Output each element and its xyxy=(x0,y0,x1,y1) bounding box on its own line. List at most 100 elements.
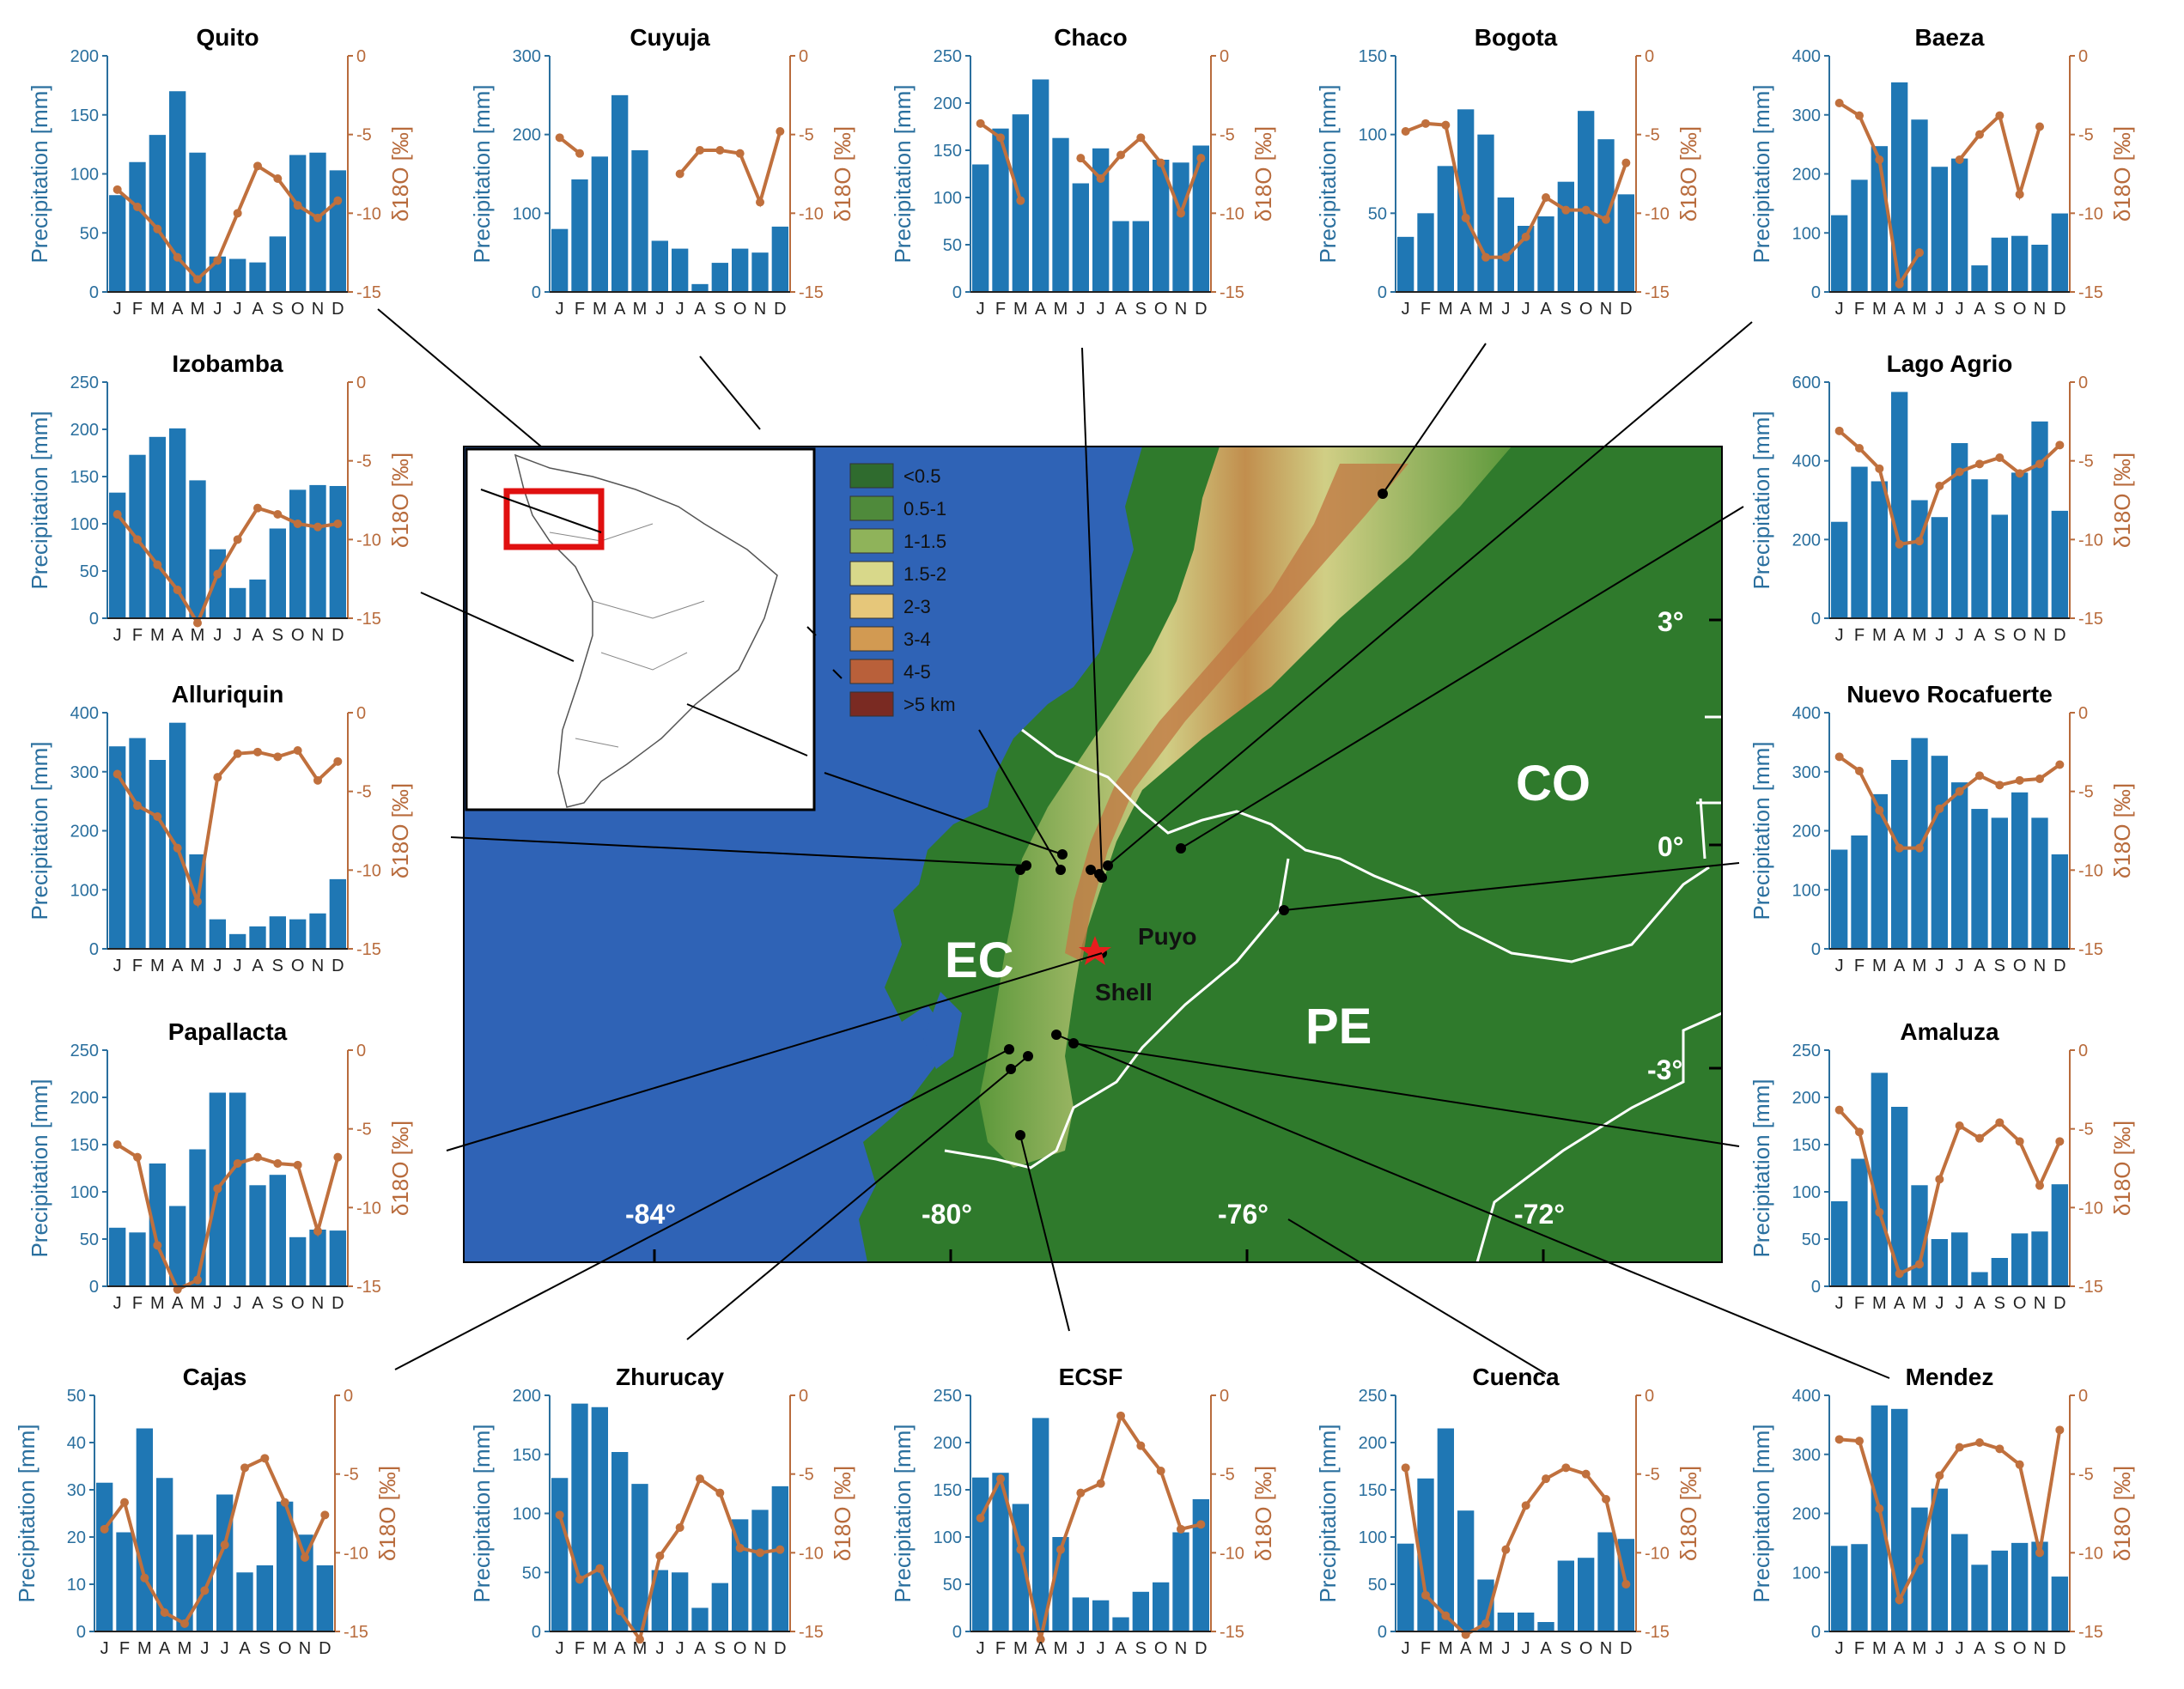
precip-bar xyxy=(1578,111,1595,292)
precip-bar xyxy=(169,428,186,618)
month-label: M xyxy=(150,300,165,319)
month-label: M xyxy=(1872,957,1887,975)
d18o-point xyxy=(776,127,785,136)
left-tick-label: 50 xyxy=(1368,1576,1387,1595)
d18o-point xyxy=(1834,1435,1844,1444)
panel-title: Alluriquin xyxy=(172,681,284,708)
precip-bar xyxy=(1951,1232,1968,1286)
d18o-point xyxy=(1621,158,1631,167)
precip-bar xyxy=(1112,221,1129,292)
month-label: N xyxy=(312,300,324,319)
precip-bar xyxy=(289,1236,307,1286)
precip-bar xyxy=(2011,792,2029,949)
month-label: A xyxy=(1115,1639,1127,1658)
left-tick-label: 200 xyxy=(513,1387,541,1406)
d18o-point xyxy=(1975,1438,1984,1447)
precip-bar xyxy=(189,1149,206,1286)
right-tick-label: 0 xyxy=(344,1387,353,1406)
precip-bar xyxy=(1831,1201,1848,1286)
d18o-point xyxy=(260,1454,270,1463)
month-label: A xyxy=(1035,1639,1047,1658)
right-tick-label: 0 xyxy=(799,47,808,66)
precip-bar xyxy=(1092,1600,1110,1631)
precip-bar xyxy=(1971,1564,1988,1631)
precip-bar xyxy=(1397,1543,1414,1631)
left-tick-label: 150 xyxy=(934,1481,962,1500)
precip-bar xyxy=(296,1534,313,1631)
left-tick-label: 0 xyxy=(89,940,99,959)
right-tick-label: -10 xyxy=(1645,1544,1670,1563)
month-label: M xyxy=(1479,300,1494,319)
month-label: F xyxy=(119,1639,130,1658)
right-tick-label: -10 xyxy=(1645,204,1670,223)
precip-bar xyxy=(2031,245,2048,292)
left-tick-label: 0 xyxy=(1811,1278,1821,1297)
precip-bar xyxy=(329,486,346,618)
d18o-line xyxy=(1403,1466,1628,1637)
month-label: A xyxy=(239,1639,251,1658)
precip-bar xyxy=(176,1534,193,1631)
precip-bar xyxy=(571,179,588,292)
d18o-point xyxy=(220,1540,229,1550)
d18o-point xyxy=(2035,459,2044,469)
d18o-point xyxy=(655,1552,665,1560)
precip-bar xyxy=(209,919,226,949)
d18o-point xyxy=(301,1552,309,1562)
right-tick-label: -10 xyxy=(799,204,824,223)
precip-bar xyxy=(1971,265,1988,292)
month-label: S xyxy=(272,300,283,319)
month-label: J xyxy=(234,300,242,319)
month-label: A xyxy=(1894,957,1906,975)
right-tick-label: -10 xyxy=(2078,204,2103,223)
panel-title: Papallacta xyxy=(168,1018,288,1045)
month-label: J xyxy=(1501,1639,1510,1658)
right-tick-label: 0 xyxy=(1220,1387,1229,1406)
month-label: M xyxy=(1913,1639,1927,1658)
left-tick-label: 50 xyxy=(943,1576,962,1595)
left-tick-label: 200 xyxy=(1792,1089,1821,1108)
d18o-point xyxy=(2035,1548,2044,1558)
legend-label: 1-1.5 xyxy=(903,531,946,552)
left-tick-label: 100 xyxy=(1792,1183,1821,1202)
d18o-point xyxy=(1096,174,1105,183)
left-tick-label: 50 xyxy=(522,1564,541,1583)
precip-bar xyxy=(156,1478,173,1631)
precip-bar xyxy=(1991,514,2008,618)
month-label: A xyxy=(1974,1294,1986,1313)
precip-bar xyxy=(229,258,246,292)
right-tick-label: 0 xyxy=(2078,374,2088,392)
month-label: M xyxy=(593,1639,607,1658)
d18o-point xyxy=(1915,1556,1924,1565)
month-label: J xyxy=(976,300,985,319)
d18o-point xyxy=(113,1140,122,1149)
inset-south-america xyxy=(514,453,778,808)
precip-bar xyxy=(116,1532,133,1631)
d18o-point xyxy=(113,769,122,779)
right-tick-label: -15 xyxy=(2078,1623,2103,1642)
precip-bar xyxy=(2031,1541,2048,1631)
month-label: J xyxy=(1935,1294,1944,1313)
panel-title: Lago Agrio xyxy=(1887,350,2013,377)
precip-bar xyxy=(1172,1532,1189,1631)
legend-swatch xyxy=(849,561,894,586)
left-tick-label: 300 xyxy=(513,47,541,66)
precip-bar xyxy=(329,878,346,949)
precip-bar xyxy=(269,916,286,949)
d18o-point xyxy=(1521,1501,1530,1510)
inset-region-box xyxy=(503,488,605,550)
precip-bar xyxy=(1557,181,1574,292)
d18o-point xyxy=(1834,426,1844,435)
month-label: O xyxy=(1154,1639,1168,1658)
d18o-point xyxy=(1875,155,1884,164)
month-label: J xyxy=(1076,1639,1085,1658)
month-label: J xyxy=(1097,1639,1105,1658)
right-tick-label: -10 xyxy=(356,1199,381,1218)
month-label: J xyxy=(213,300,222,319)
left-tick-label: 150 xyxy=(513,1446,541,1465)
month-label: F xyxy=(575,1639,585,1658)
precip-bar xyxy=(1032,79,1049,292)
legend-swatch xyxy=(849,626,894,652)
d18o-point xyxy=(320,1510,330,1520)
right-axis-label: δ18O [‰] xyxy=(1250,1466,1276,1561)
